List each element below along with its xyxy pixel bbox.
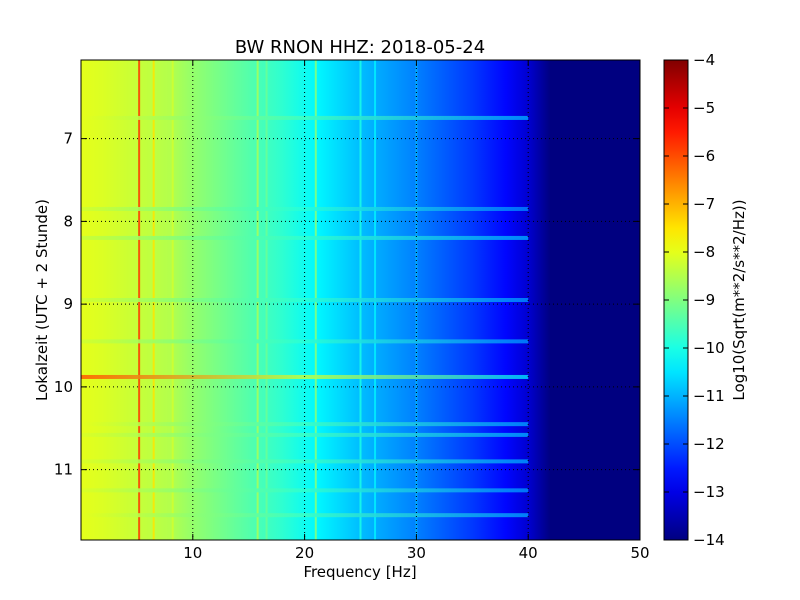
noise-burst bbox=[81, 459, 529, 464]
colorbar-tick-label: −4 bbox=[693, 51, 715, 69]
colorbar-label: Log10(Sqrt(m**2/s**2/Hz)) bbox=[730, 199, 748, 400]
colorbar-ticks: −14 −13 −12 −11 −10 −9 −8 −7 −6 −5 −4 bbox=[664, 51, 725, 549]
chart-title: BW RNON HHZ: 2018-05-24 bbox=[235, 37, 485, 58]
x-tick-label: 40 bbox=[519, 544, 538, 562]
x-tick-label: 10 bbox=[183, 544, 202, 562]
noise-burst bbox=[81, 235, 529, 240]
noise-burst bbox=[81, 488, 529, 493]
x-tick-label: 20 bbox=[295, 544, 314, 562]
colorbar-tick-label: −9 bbox=[693, 291, 715, 309]
colorbar-tick-label: −7 bbox=[693, 195, 715, 213]
plot-frame bbox=[80, 59, 641, 541]
colorbar-tick-label: −12 bbox=[693, 435, 725, 453]
noise-burst bbox=[81, 115, 529, 120]
y-tick-label: 9 bbox=[63, 295, 73, 313]
colorbar: −14 −13 −12 −11 −10 −9 −8 −7 −6 −5 −4 Log10(Sqrt(m… bbox=[663, 51, 748, 549]
y-axis-label: Lokalzeit (UTC + 2 Stunde) bbox=[33, 199, 51, 401]
grid-lines bbox=[81, 60, 640, 540]
colorbar-tick-label: −6 bbox=[693, 147, 715, 165]
x-tick-label: 50 bbox=[630, 544, 649, 562]
noise-burst bbox=[81, 432, 529, 437]
colorbar-tick-label: −11 bbox=[693, 387, 725, 405]
colorbar-tick-label: −10 bbox=[693, 339, 725, 357]
y-tick-label: 11 bbox=[54, 461, 73, 479]
plot-area bbox=[81, 60, 640, 540]
colorbar-tick-label: −14 bbox=[693, 531, 725, 549]
colorbar-tick-label: −8 bbox=[693, 243, 715, 261]
noise-burst bbox=[81, 513, 529, 518]
x-axis-ticks: 10 20 30 40 50 bbox=[183, 60, 650, 562]
y-axis-ticks: 7 8 9 10 11 bbox=[54, 130, 640, 479]
colorbar-tick-label: −13 bbox=[693, 483, 725, 501]
y-tick-label: 10 bbox=[54, 378, 73, 396]
y-tick-label: 7 bbox=[63, 130, 73, 148]
colorbar-tick-label: −5 bbox=[693, 99, 715, 117]
x-axis-label: Frequency [Hz] bbox=[303, 563, 416, 581]
noise-burst bbox=[81, 339, 529, 344]
y-tick-label: 8 bbox=[63, 212, 73, 230]
x-tick-label: 30 bbox=[407, 544, 426, 562]
